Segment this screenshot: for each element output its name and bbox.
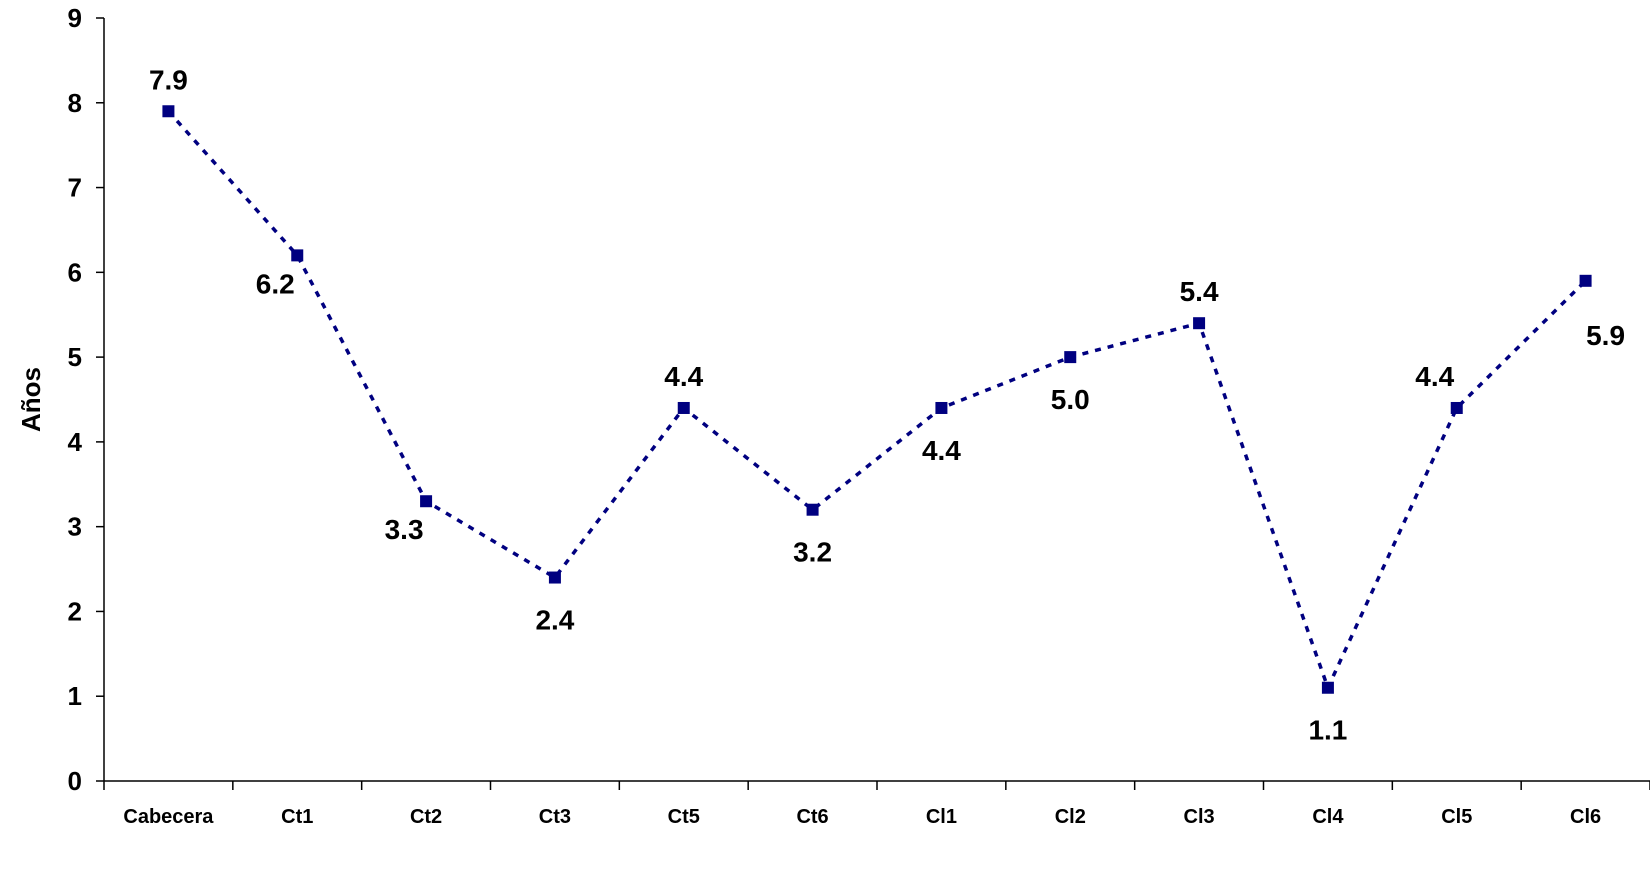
labels-layer: 7.9 6.2 3.3 2.4 4.4 3.2 4.4 5.0 5.4 1.1 4.4 5.9 [149, 64, 1625, 745]
data-label: 4.4 [1415, 361, 1454, 392]
data-point [806, 503, 819, 516]
x-category-label: Ct1 [281, 806, 313, 828]
data-point [420, 495, 433, 508]
y-tick-label: 8 [68, 88, 82, 118]
x-category-label: Cl2 [1055, 806, 1086, 828]
data-label: 4.4 [664, 361, 703, 392]
data-point [1450, 401, 1463, 414]
x-category-label: Ct3 [539, 806, 571, 828]
data-label: 3.2 [793, 537, 832, 568]
y-tick-label: 5 [68, 342, 82, 372]
data-point [1321, 681, 1334, 694]
data-point [548, 571, 561, 584]
data-label: 7.9 [149, 64, 188, 95]
x-category-label: Ct2 [410, 806, 442, 828]
data-label: 5.4 [1180, 276, 1219, 307]
x-category-label: Cl4 [1312, 806, 1344, 828]
x-category-label: Cl3 [1184, 806, 1215, 828]
series-line [167, 110, 1587, 693]
data-label: 4.4 [922, 435, 961, 466]
series-layer [162, 105, 1592, 694]
y-tick-label: 1 [68, 681, 82, 711]
data-point [1064, 351, 1077, 364]
data-point [1579, 274, 1592, 287]
x-category-label: Cabecera [123, 806, 214, 828]
y-axis-title: Años [16, 367, 46, 432]
data-point [162, 105, 175, 118]
data-label: 5.0 [1051, 384, 1090, 415]
y-tick-label: 7 [68, 173, 82, 203]
data-point [677, 401, 690, 414]
data-label: 5.9 [1586, 320, 1625, 351]
data-label: 3.3 [385, 514, 424, 545]
data-label: 1.1 [1308, 715, 1347, 746]
y-tick-label: 2 [68, 596, 82, 626]
data-point [1193, 317, 1206, 330]
data-point [935, 401, 948, 414]
y-tick-label: 4 [68, 427, 83, 457]
y-tick-label: 3 [68, 512, 82, 542]
x-category-label: Cl5 [1441, 806, 1472, 828]
x-category-label: Cl1 [926, 806, 957, 828]
axes-layer: 0 1 2 3 4 5 6 7 8 9 Cabecera Ct1 Ct2 Ct3 Ct5 Ct6 Cl1 Cl2 C… [16, 3, 1650, 828]
y-tick-label: 9 [68, 3, 82, 33]
data-label: 2.4 [535, 605, 574, 636]
data-point [291, 249, 304, 262]
x-category-label: Cl6 [1570, 806, 1601, 828]
y-tick-label: 0 [68, 766, 82, 796]
y-tick-label: 6 [68, 257, 82, 287]
data-label: 6.2 [256, 268, 295, 299]
x-category-label: Ct6 [796, 806, 828, 828]
x-category-label: Ct5 [668, 806, 700, 828]
